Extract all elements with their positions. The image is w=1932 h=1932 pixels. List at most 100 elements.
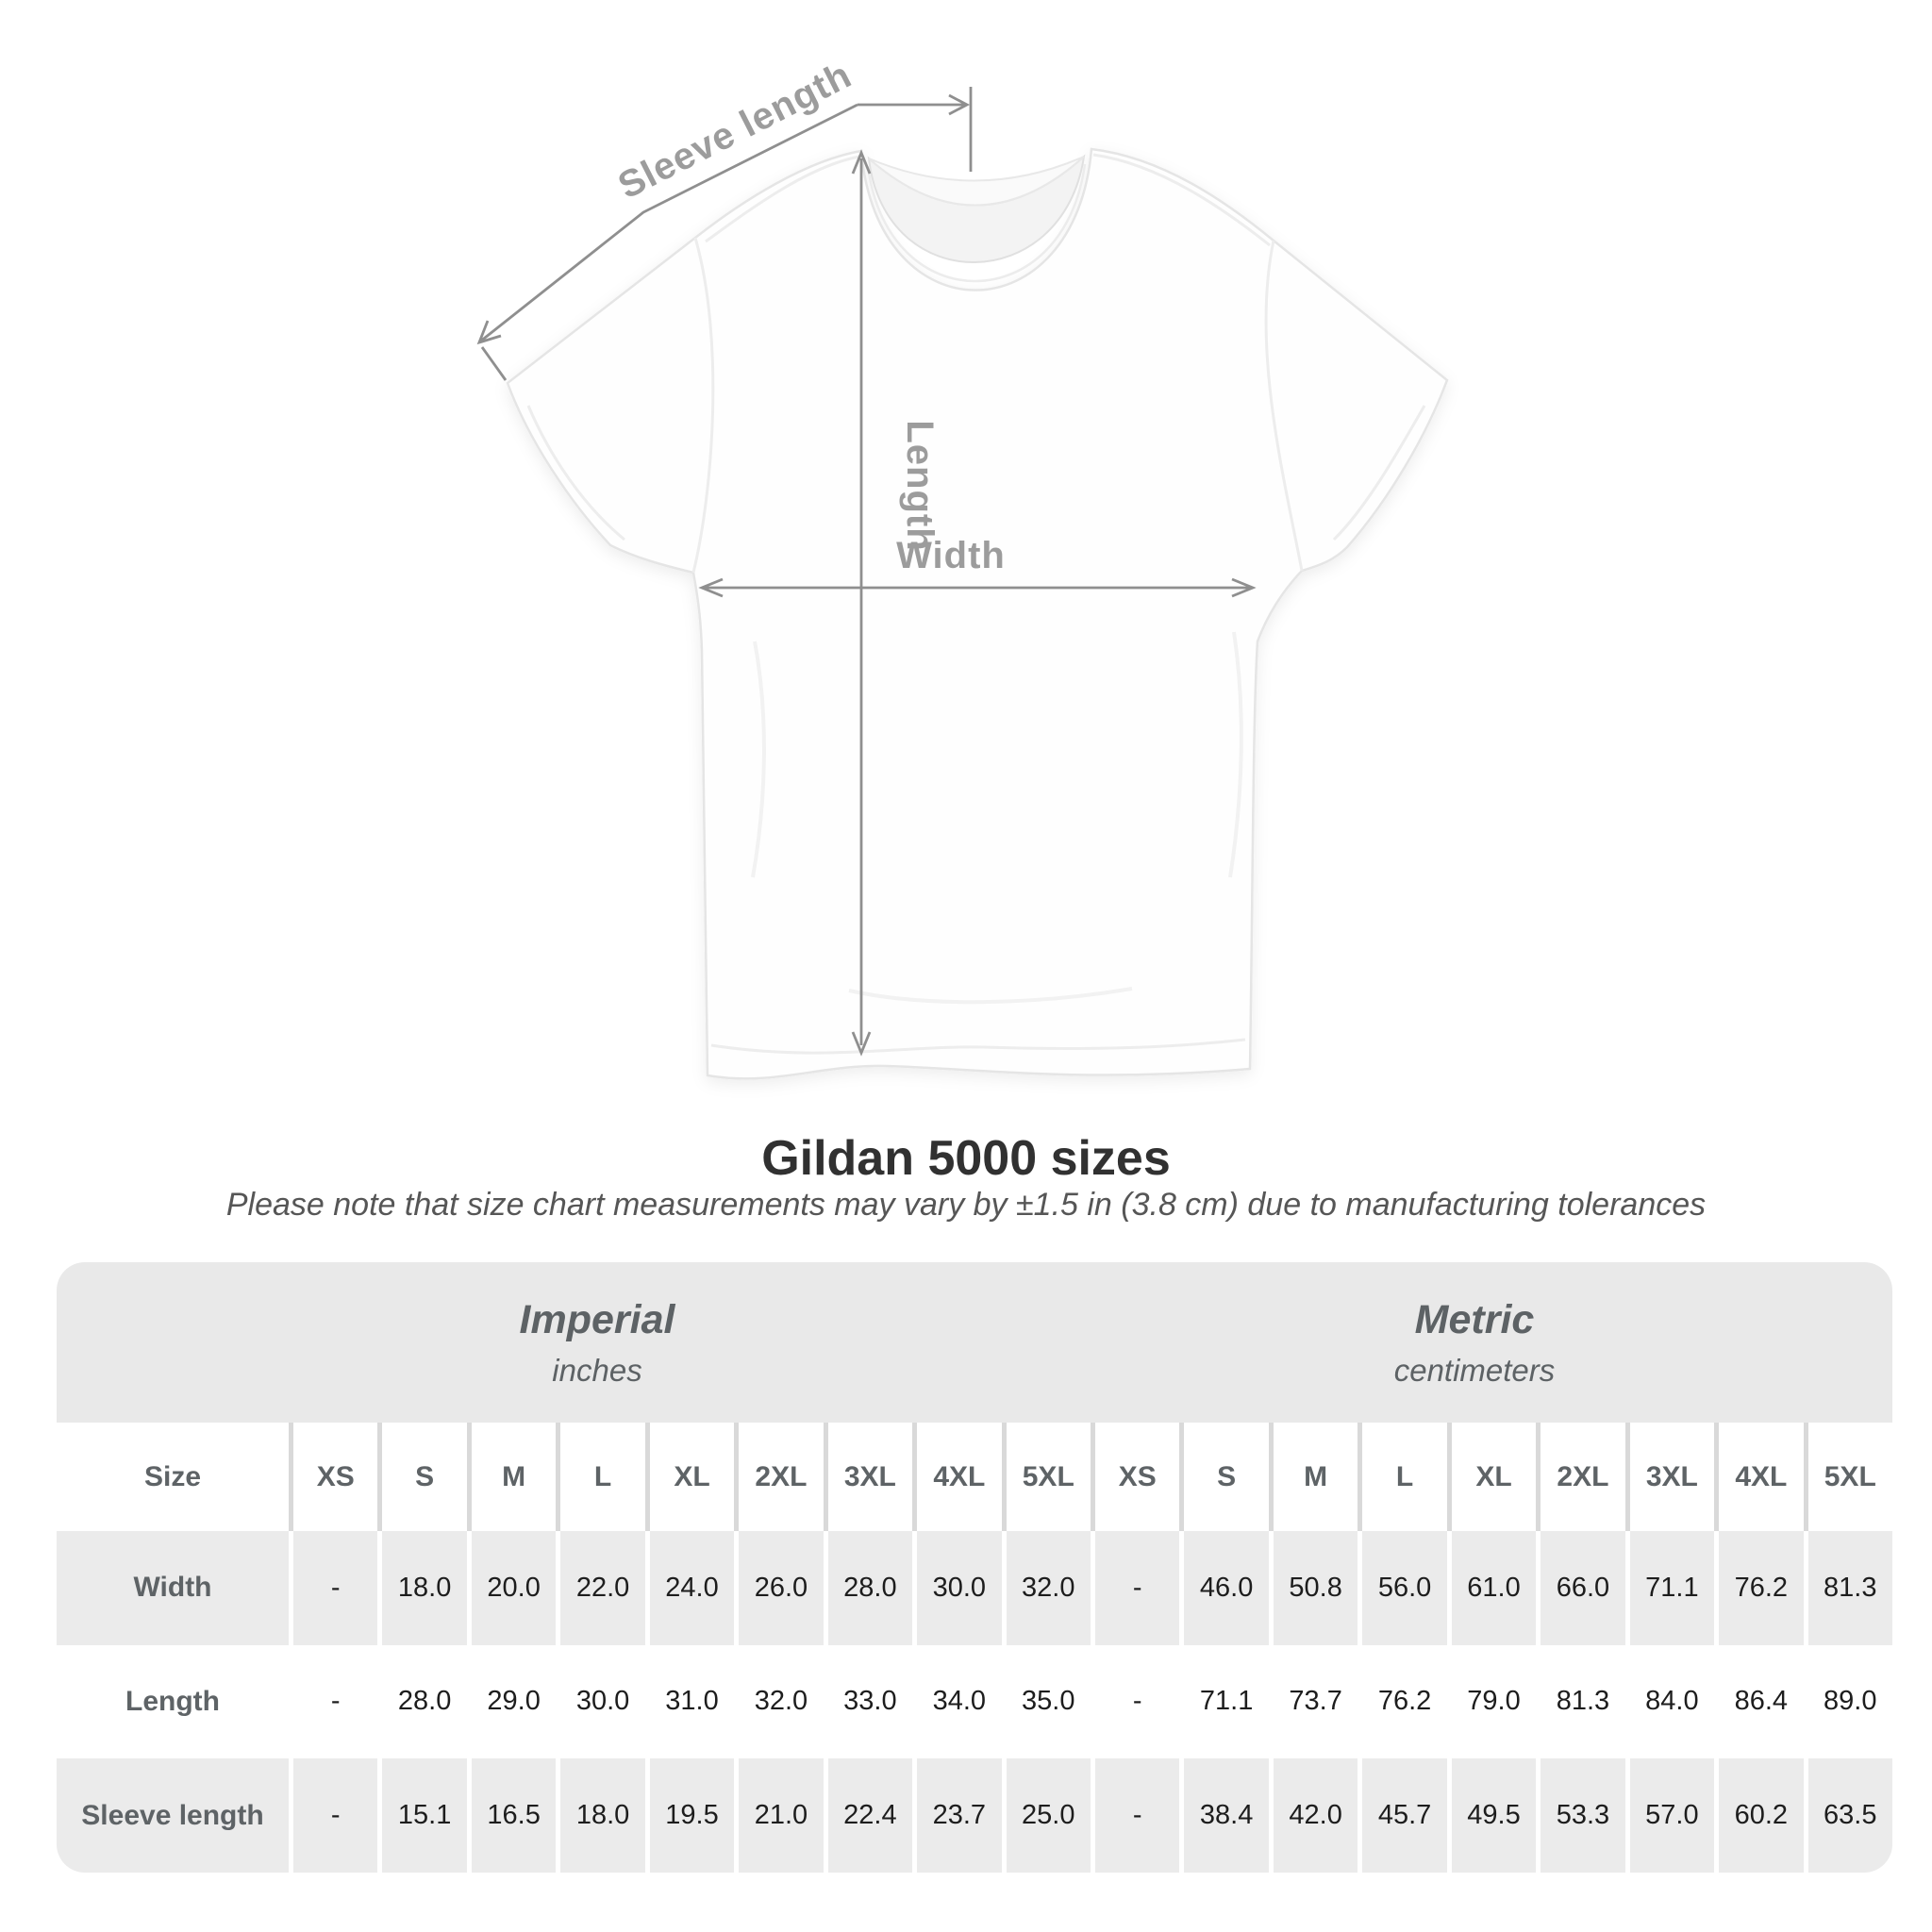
back-collar bbox=[868, 156, 1085, 207]
value-cell: - bbox=[1090, 1644, 1179, 1759]
unit-group-unit: inches bbox=[552, 1352, 642, 1388]
size-header: XS bbox=[1090, 1423, 1179, 1531]
value-cell: - bbox=[289, 1531, 378, 1645]
value-cell: 28.0 bbox=[823, 1531, 913, 1645]
value-cell: 32.0 bbox=[1001, 1531, 1091, 1645]
value-cell: 15.1 bbox=[377, 1758, 467, 1873]
value-cell: 45.7 bbox=[1357, 1758, 1447, 1873]
width-line bbox=[698, 577, 1257, 598]
value-cell: 89.0 bbox=[1803, 1644, 1892, 1759]
width-dim-label: Width bbox=[896, 535, 1006, 576]
value-cell: 66.0 bbox=[1536, 1531, 1625, 1645]
value-cell: 38.4 bbox=[1179, 1758, 1269, 1873]
size-header: 3XL bbox=[1624, 1423, 1714, 1531]
value-cell: 32.0 bbox=[734, 1644, 823, 1759]
value-cell: 20.0 bbox=[466, 1531, 557, 1645]
tshirt-graphic bbox=[506, 147, 1449, 1080]
value-cell: 24.0 bbox=[644, 1531, 735, 1645]
unit-band: Imperial inches Metric centimeters bbox=[57, 1262, 1892, 1423]
size-chart-table: Imperial inches Metric centimeters Size … bbox=[57, 1262, 1892, 1873]
value-cell: 22.4 bbox=[823, 1758, 913, 1873]
unit-group-name: Metric bbox=[1414, 1296, 1535, 1342]
value-cell: 73.7 bbox=[1268, 1644, 1357, 1759]
value-cell: 34.0 bbox=[912, 1644, 1001, 1759]
value-cell: 26.0 bbox=[734, 1531, 824, 1645]
unit-group-imperial: Imperial inches bbox=[57, 1262, 1091, 1423]
size-header: S bbox=[377, 1423, 466, 1531]
sleeve-length-line bbox=[476, 87, 973, 381]
size-header: M bbox=[1268, 1423, 1357, 1531]
value-cell: 76.2 bbox=[1714, 1531, 1804, 1645]
value-cell: 81.3 bbox=[1536, 1644, 1624, 1759]
value-cell: 31.0 bbox=[644, 1644, 734, 1759]
value-cell: 25.0 bbox=[1001, 1758, 1091, 1873]
size-header: 2XL bbox=[1536, 1423, 1624, 1531]
size-header: XL bbox=[1446, 1423, 1536, 1531]
value-cell: 28.0 bbox=[377, 1644, 466, 1759]
value-cell: 63.5 bbox=[1803, 1758, 1892, 1873]
size-header: 5XL bbox=[1001, 1423, 1091, 1531]
value-cell: 49.5 bbox=[1446, 1758, 1537, 1873]
value-cell: - bbox=[1090, 1531, 1180, 1645]
length-dim-label: Length bbox=[899, 420, 941, 551]
size-header: M bbox=[466, 1423, 556, 1531]
value-cell: 61.0 bbox=[1446, 1531, 1537, 1645]
value-cell: 23.7 bbox=[912, 1758, 1002, 1873]
value-cell: 19.5 bbox=[644, 1758, 735, 1873]
value-cell: 53.3 bbox=[1536, 1758, 1625, 1873]
value-cell: 71.1 bbox=[1624, 1531, 1715, 1645]
value-cell: 46.0 bbox=[1179, 1531, 1269, 1645]
value-cell: 18.0 bbox=[377, 1531, 467, 1645]
size-header: 2XL bbox=[734, 1423, 823, 1531]
row-label: Length bbox=[125, 1685, 220, 1717]
size-header: 4XL bbox=[1714, 1423, 1803, 1531]
unit-group-name: Imperial bbox=[519, 1296, 675, 1342]
value-cell: 81.3 bbox=[1803, 1531, 1892, 1645]
value-cell: 16.5 bbox=[466, 1758, 557, 1873]
value-cell: 57.0 bbox=[1624, 1758, 1715, 1873]
value-cell: 56.0 bbox=[1357, 1531, 1447, 1645]
value-cell: - bbox=[1090, 1758, 1180, 1873]
value-cell: - bbox=[289, 1644, 377, 1759]
dimension-lines bbox=[476, 87, 1257, 1057]
wrinkle-lines bbox=[751, 631, 1243, 1005]
value-cell: 71.1 bbox=[1179, 1644, 1268, 1759]
size-header: 3XL bbox=[823, 1423, 912, 1531]
value-cell: 50.8 bbox=[1268, 1531, 1358, 1645]
size-header: L bbox=[1357, 1423, 1446, 1531]
tolerance-note: Please note that size chart measurements… bbox=[225, 1187, 1707, 1223]
size-header: 5XL bbox=[1803, 1423, 1892, 1531]
value-cell: - bbox=[289, 1758, 378, 1873]
value-cell: 42.0 bbox=[1268, 1758, 1358, 1873]
value-cell: 79.0 bbox=[1446, 1644, 1536, 1759]
seam-lines bbox=[526, 153, 1426, 1055]
size-header: S bbox=[1179, 1423, 1268, 1531]
value-cell: 84.0 bbox=[1624, 1644, 1714, 1759]
value-cell: 21.0 bbox=[734, 1758, 824, 1873]
tshirt-body bbox=[506, 147, 1449, 1080]
value-cell: 60.2 bbox=[1714, 1758, 1804, 1873]
value-cell: 76.2 bbox=[1357, 1644, 1446, 1759]
value-cell: 29.0 bbox=[466, 1644, 556, 1759]
value-cell: 30.0 bbox=[556, 1644, 644, 1759]
page-title: Gildan 5000 sizes bbox=[761, 1131, 1171, 1186]
value-cell: 35.0 bbox=[1001, 1644, 1091, 1759]
tshirt-measurement-diagram: Sleeve length Length Width bbox=[476, 54, 1449, 1080]
length-line bbox=[851, 149, 872, 1057]
size-grid: Size XS S M L XL 2XL 3XL 4XL 5XL XS S M … bbox=[57, 1423, 1892, 1873]
value-cell: 18.0 bbox=[556, 1758, 645, 1873]
unit-group-metric: Metric centimeters bbox=[1091, 1262, 1892, 1423]
size-header: XS bbox=[289, 1423, 377, 1531]
value-cell: 22.0 bbox=[556, 1531, 645, 1645]
size-header: L bbox=[556, 1423, 644, 1531]
value-cell: 86.4 bbox=[1714, 1644, 1803, 1759]
collar-stitch bbox=[866, 163, 1087, 283]
row-label: Sleeve length bbox=[57, 1758, 289, 1873]
row-label: Width bbox=[57, 1531, 289, 1645]
size-header: XL bbox=[644, 1423, 734, 1531]
value-cell: 30.0 bbox=[912, 1531, 1002, 1645]
size-column-header: Size bbox=[143, 1460, 202, 1492]
value-cell: 33.0 bbox=[823, 1644, 912, 1759]
unit-group-unit: centimeters bbox=[1393, 1352, 1556, 1388]
size-header: 4XL bbox=[912, 1423, 1001, 1531]
